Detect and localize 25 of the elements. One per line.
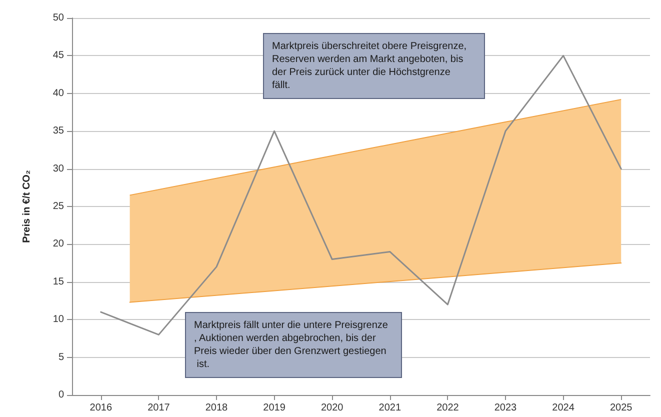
x-tick-label: 2021 [378,402,402,414]
x-tick-label: 2016 [90,402,112,414]
x-tick-label: 2020 [320,402,344,414]
x-tick-label: 2018 [205,402,228,414]
x-tick-label: 2025 [610,402,633,414]
annotation: Marktpreis fällt unter die untere Preisgrenze, Auktionen werden abgebrochen, bis der Preis wieder über den Grenzwert gestiegen ist. [194,320,388,370]
y-tick-label: 40 [52,88,64,99]
annotation: Marktpreis überschreitet obere Preisgrenze, Reserven werden am Markt angeboten, bis der Preis zurück unter die Höchstgrenze fällt. [272,41,470,91]
y-tick-label: 30 [52,163,64,174]
x-tick-label: 2023 [494,402,518,414]
y-tick-label: 45 [52,50,64,62]
y-tick-label: 5 [58,352,64,363]
y-tick-label: 15 [52,276,64,288]
y-tick-label: 35 [52,126,64,137]
y-tick-label: 20 [52,238,64,250]
y-axis-title: Preis in €/t CO₂ [22,170,32,243]
x-tick-label: 2024 [552,402,575,414]
x-tick-label: 2022 [436,402,460,414]
y-tick-label: 10 [52,314,64,326]
x-tick-label: 2019 [263,402,286,414]
line-series [100,54,622,336]
y-tick-label: 25 [52,201,64,212]
y-tick-label: 0 [58,390,64,400]
y-tick-label: 50 [52,12,64,24]
x-tick-label: 2017 [148,402,170,414]
